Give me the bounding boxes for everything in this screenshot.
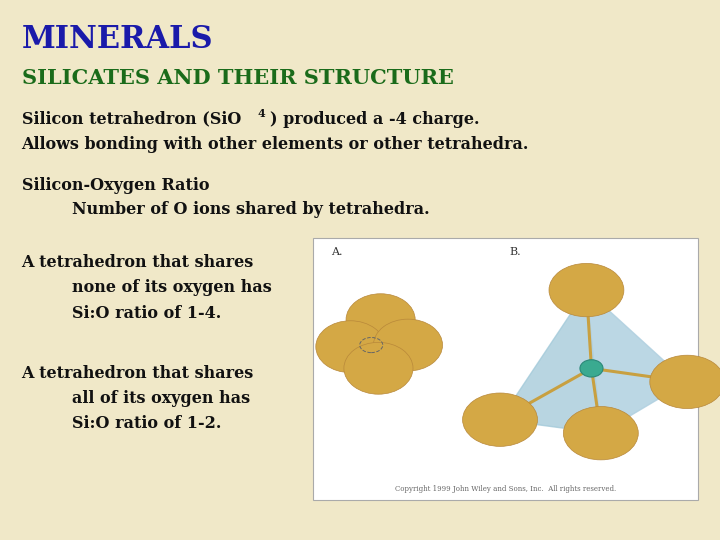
Ellipse shape (316, 321, 385, 373)
Text: A.: A. (331, 247, 343, 258)
Polygon shape (587, 290, 687, 433)
Ellipse shape (564, 407, 638, 460)
Ellipse shape (649, 355, 720, 409)
Text: A tetrahedron that shares: A tetrahedron that shares (22, 364, 254, 381)
Circle shape (580, 360, 603, 377)
Text: ) produced a -4 charge.: ) produced a -4 charge. (270, 111, 480, 127)
Ellipse shape (374, 319, 443, 371)
Ellipse shape (549, 264, 624, 317)
Ellipse shape (344, 342, 413, 394)
Ellipse shape (346, 294, 415, 346)
Text: Number of O ions shared by tetrahedra.: Number of O ions shared by tetrahedra. (72, 201, 430, 218)
Text: A tetrahedron that shares: A tetrahedron that shares (22, 254, 254, 271)
FancyBboxPatch shape (313, 238, 698, 500)
Text: Copyright 1999 John Wiley and Sons, Inc.  All rights reserved.: Copyright 1999 John Wiley and Sons, Inc.… (395, 485, 616, 493)
Polygon shape (500, 290, 601, 433)
Text: 4: 4 (258, 108, 266, 119)
Ellipse shape (463, 393, 537, 447)
Text: Silicon-Oxygen Ratio: Silicon-Oxygen Ratio (22, 177, 209, 193)
Text: B.: B. (510, 247, 521, 258)
Text: Si:O ratio of 1-4.: Si:O ratio of 1-4. (72, 305, 221, 321)
Text: none of its oxygen has: none of its oxygen has (72, 279, 271, 296)
Text: Allows bonding with other elements or other tetrahedra.: Allows bonding with other elements or ot… (22, 136, 529, 153)
Text: all of its oxygen has: all of its oxygen has (72, 390, 250, 407)
Text: MINERALS: MINERALS (22, 24, 213, 55)
Text: SILICATES AND THEIR STRUCTURE: SILICATES AND THEIR STRUCTURE (22, 68, 454, 87)
Text: Si:O ratio of 1-2.: Si:O ratio of 1-2. (72, 415, 221, 432)
Text: Silicon tetrahedron (SiO: Silicon tetrahedron (SiO (22, 111, 241, 127)
